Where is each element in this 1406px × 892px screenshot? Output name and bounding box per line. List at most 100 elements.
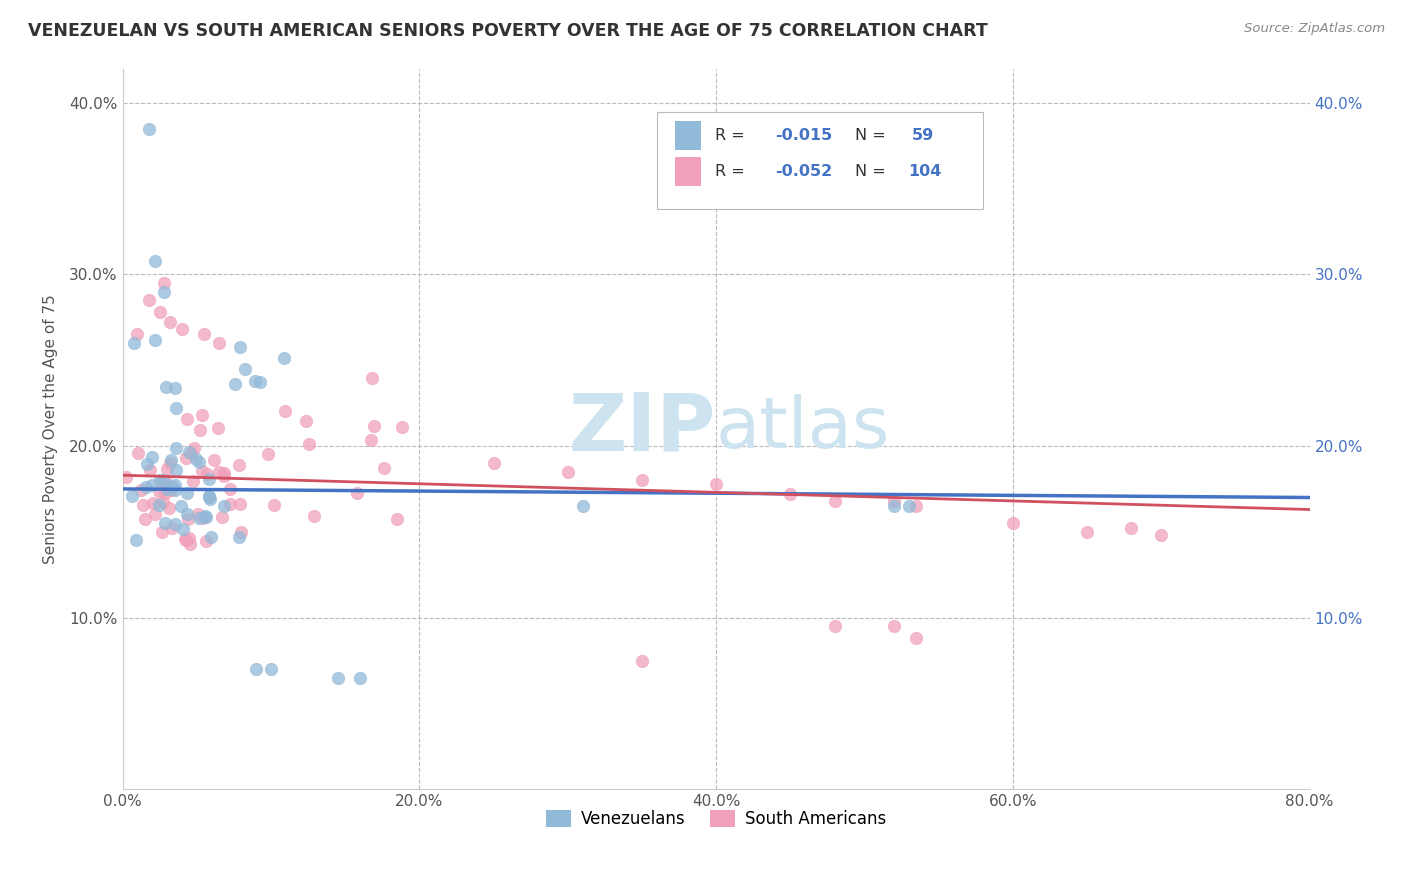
Point xyxy=(245,662,267,676)
Point xyxy=(134,512,156,526)
Point xyxy=(143,253,166,268)
Point xyxy=(212,499,235,513)
Point xyxy=(1076,524,1098,539)
Text: R =: R = xyxy=(714,128,745,143)
Point xyxy=(229,340,252,354)
Text: VENEZUELAN VS SOUTH AMERICAN SENIORS POVERTY OVER THE AGE OF 75 CORRELATION CHAR: VENEZUELAN VS SOUTH AMERICAN SENIORS POV… xyxy=(28,22,988,40)
Point xyxy=(883,494,905,508)
FancyBboxPatch shape xyxy=(675,121,700,150)
Point xyxy=(135,457,157,471)
Text: -0.052: -0.052 xyxy=(775,164,832,179)
Point xyxy=(883,499,905,513)
Point xyxy=(360,371,382,385)
Point xyxy=(165,463,187,477)
Point xyxy=(179,531,201,545)
Point xyxy=(155,485,177,500)
Point xyxy=(256,447,278,461)
Point xyxy=(557,465,579,479)
Point xyxy=(186,451,208,466)
Point xyxy=(228,530,250,544)
Point xyxy=(149,305,172,319)
Point xyxy=(181,474,204,488)
Point xyxy=(349,671,371,685)
Point xyxy=(188,424,211,438)
Point xyxy=(208,465,231,479)
Point xyxy=(157,501,180,516)
Point xyxy=(138,121,160,136)
Point xyxy=(176,411,198,425)
Point xyxy=(138,463,160,477)
Point xyxy=(883,619,905,633)
Point xyxy=(159,316,181,330)
Point xyxy=(148,473,170,487)
Text: atlas: atlas xyxy=(716,394,890,463)
Point xyxy=(177,511,200,525)
Point xyxy=(160,479,183,493)
Point xyxy=(148,498,170,512)
Point xyxy=(571,499,593,513)
Point xyxy=(141,477,163,491)
Point xyxy=(179,537,201,551)
Point xyxy=(163,477,186,491)
Point xyxy=(779,487,801,501)
Point xyxy=(170,500,193,514)
Text: N =: N = xyxy=(855,164,886,179)
Point xyxy=(905,499,928,513)
Point xyxy=(391,419,413,434)
Point xyxy=(155,380,177,394)
Point xyxy=(233,362,256,376)
Point xyxy=(260,662,283,676)
Y-axis label: Seniors Poverty Over the Age of 75: Seniors Poverty Over the Age of 75 xyxy=(44,294,58,564)
Point xyxy=(346,486,368,500)
Point xyxy=(191,464,214,478)
Point xyxy=(127,327,149,342)
Point xyxy=(245,374,267,388)
Point xyxy=(302,509,325,524)
Point xyxy=(159,456,181,470)
Point xyxy=(176,507,198,521)
Point xyxy=(160,452,183,467)
Point xyxy=(163,483,186,497)
Point xyxy=(1121,521,1143,535)
Point xyxy=(263,499,285,513)
Point xyxy=(824,619,846,633)
Point xyxy=(631,474,654,488)
Point xyxy=(179,444,201,458)
Point xyxy=(704,476,727,491)
Point xyxy=(198,492,221,507)
Point xyxy=(191,408,214,422)
Point xyxy=(135,480,157,494)
Point xyxy=(198,490,221,504)
Point xyxy=(165,401,187,416)
Point xyxy=(273,351,295,366)
Point xyxy=(482,456,505,470)
Point xyxy=(198,472,221,486)
Text: N =: N = xyxy=(855,128,886,143)
Point xyxy=(193,327,215,342)
Point xyxy=(176,486,198,500)
Point xyxy=(298,437,321,451)
Point xyxy=(129,483,152,498)
Point xyxy=(172,522,194,536)
Point xyxy=(208,336,231,351)
Point xyxy=(163,381,186,395)
Point xyxy=(905,631,928,645)
Point xyxy=(200,530,222,544)
Point xyxy=(156,482,179,496)
Point xyxy=(141,450,163,464)
Point xyxy=(249,375,271,389)
Point xyxy=(170,322,193,336)
Point xyxy=(155,461,177,475)
Point xyxy=(174,533,197,548)
Point xyxy=(194,509,217,524)
Point xyxy=(153,285,176,299)
Text: ZIP: ZIP xyxy=(569,390,716,468)
Text: 59: 59 xyxy=(912,128,934,143)
Point xyxy=(150,524,173,539)
Point xyxy=(385,512,408,526)
Point xyxy=(174,533,197,547)
Point xyxy=(160,483,183,497)
Point xyxy=(1150,528,1173,542)
Point xyxy=(212,466,235,480)
Text: -0.015: -0.015 xyxy=(775,128,832,143)
